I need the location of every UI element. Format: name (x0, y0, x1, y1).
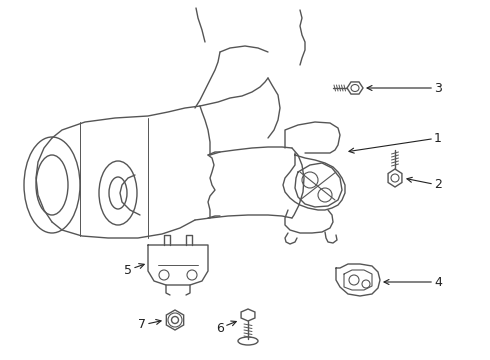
Text: 7: 7 (138, 319, 161, 332)
Text: 3: 3 (367, 81, 442, 94)
Text: 1: 1 (349, 131, 442, 153)
Text: 5: 5 (124, 264, 144, 276)
Text: 6: 6 (216, 321, 236, 334)
Text: 4: 4 (384, 275, 442, 288)
Text: 2: 2 (407, 177, 442, 192)
